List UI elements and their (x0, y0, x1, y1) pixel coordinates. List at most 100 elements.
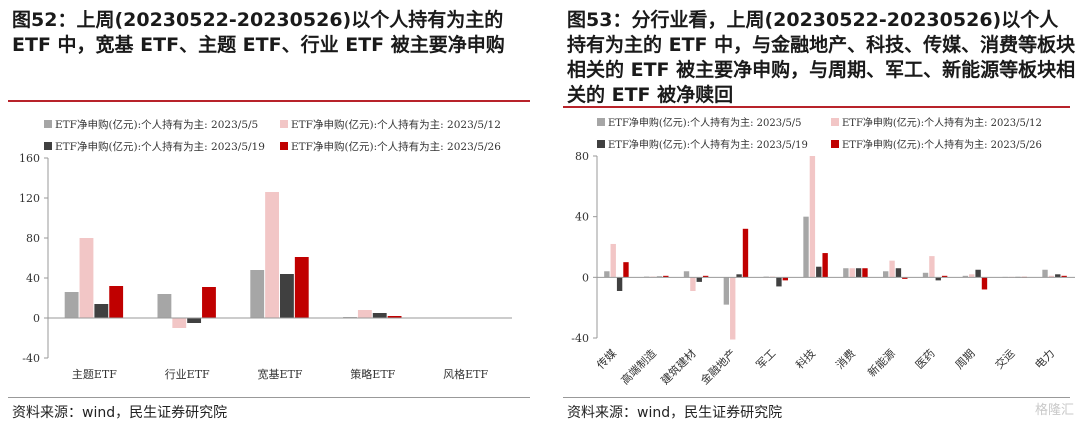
bar (79, 238, 94, 318)
y-tick-label: 120 (19, 192, 40, 205)
bar (849, 268, 855, 278)
legend-label: ETF净申购(亿元):个人持有为主: 2023/5/19 (55, 140, 265, 153)
bar (962, 275, 969, 278)
bar (696, 277, 702, 282)
title-rule (563, 106, 1070, 108)
bar (862, 268, 868, 278)
bar (981, 277, 988, 290)
bar (782, 277, 788, 281)
bar (265, 192, 279, 318)
legend-swatch (831, 140, 839, 148)
bar (616, 277, 623, 291)
bar (623, 262, 629, 278)
bar (1042, 269, 1048, 278)
x-category-label: 周期 (953, 347, 978, 372)
title-rule (8, 100, 530, 102)
bar (250, 270, 265, 318)
bar (723, 277, 730, 305)
bar (604, 271, 610, 278)
bar (776, 277, 782, 287)
bar (1048, 275, 1055, 278)
bar (64, 292, 79, 318)
y-tick-label: 160 (19, 152, 40, 165)
bar (816, 266, 822, 278)
bar (357, 310, 372, 318)
x-category-label: 新能源 (865, 346, 898, 379)
bar (922, 272, 929, 278)
legend-swatch (44, 120, 52, 128)
bar (187, 318, 202, 323)
x-category-label: 医药 (913, 347, 938, 372)
y-tick-label: 0 (33, 312, 40, 325)
source-rule (563, 397, 1070, 398)
bar (895, 268, 902, 278)
bar (663, 275, 669, 278)
bar (1055, 274, 1061, 278)
x-category-label: 行业ETF (165, 368, 210, 381)
bar (742, 228, 749, 278)
bar (690, 277, 696, 291)
x-category-label: 科技 (793, 346, 818, 371)
x-category-label: 军工 (754, 347, 779, 372)
x-category-label: 消费 (833, 346, 858, 371)
legend-swatch (831, 118, 839, 126)
bar (730, 277, 736, 340)
x-category-label: 宽基ETF (258, 367, 303, 381)
y-tick-label: 40 (575, 211, 589, 224)
y-tick-label: 80 (575, 150, 589, 163)
y-tick-label: -40 (571, 332, 589, 345)
legend-label: ETF净申购(亿元):个人持有为主: 2023/5/26 (842, 138, 1042, 151)
legend-label: ETF净申购(亿元):个人持有为主: 2023/5/5 (55, 118, 258, 131)
bar (294, 257, 309, 318)
x-category-label: 电力 (1032, 347, 1057, 372)
bar (843, 268, 849, 278)
source-note: 资料来源：wind，民生证券研究院 (567, 405, 783, 421)
bar (683, 271, 690, 278)
legend-label: ETF净申购(亿元):个人持有为主: 2023/5/19 (608, 138, 808, 151)
x-category-label: 风格ETF (443, 367, 488, 381)
source-rule (8, 397, 530, 398)
bar (94, 304, 109, 318)
bar (202, 287, 216, 318)
bar (280, 274, 294, 318)
x-category-label: 金融地产 (698, 346, 739, 387)
bar (157, 294, 172, 318)
bar (809, 156, 816, 278)
y-tick-label: 80 (26, 232, 40, 245)
bar (736, 274, 742, 278)
bar (929, 256, 935, 278)
bar (883, 271, 889, 278)
bar (610, 243, 616, 278)
source-note: 资料来源：wind，民生证券研究院 (12, 405, 228, 421)
legend-label: ETF净申购(亿元):个人持有为主: 2023/5/5 (608, 116, 802, 129)
bar (702, 275, 709, 278)
x-category-label: 交运 (992, 346, 1017, 371)
chart-title-52: 图52：上周(20230522-20230526)以个人持有为主的 ETF 中，… (12, 9, 505, 56)
chart-53: ETF净申购(亿元):个人持有为主: 2023/5/5 ETF净申购(亿元):个人… (571, 116, 1075, 387)
bar (975, 269, 981, 278)
bar (889, 260, 895, 278)
watermark-logo: 格隆汇 (1034, 403, 1074, 418)
x-category-label: 建筑建材 (658, 346, 699, 387)
chart-title-53: 图53：分行业看，上周(20230522-20230526)以个人持有为主的 E… (567, 9, 1076, 106)
bar (372, 313, 387, 318)
legend-swatch (597, 140, 605, 148)
legend-swatch (280, 120, 288, 128)
bar (941, 275, 948, 278)
right-panel: 图53：分行业看，上周(20230522-20230526)以个人持有为主的 E… (555, 0, 1080, 426)
legend-swatch (44, 142, 52, 150)
legend-label: ETF净申购(亿元):个人持有为主: 2023/5/12 (291, 118, 501, 131)
y-tick-label: 0 (582, 271, 589, 284)
x-category-label: 高端制造 (618, 346, 659, 387)
bar (855, 268, 862, 278)
legend-swatch (597, 118, 605, 126)
chart-52: ETF净申购(亿元):个人持有为主: 2023/5/5 ETF净申购(亿元):个人… (19, 118, 512, 381)
bar (109, 286, 124, 318)
x-category-label: 策略ETF (350, 367, 395, 381)
legend-label: ETF净申购(亿元):个人持有为主: 2023/5/12 (842, 116, 1042, 129)
x-category-label: 主题ETF (72, 368, 117, 381)
bar (387, 316, 402, 318)
bar (822, 253, 828, 278)
x-category-label: 传媒 (594, 347, 619, 372)
bar (803, 216, 809, 278)
